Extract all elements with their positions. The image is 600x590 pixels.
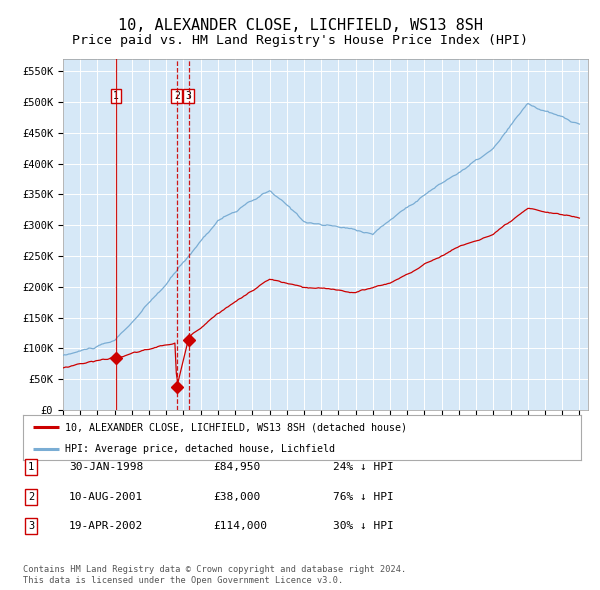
Text: £38,000: £38,000 [213, 492, 260, 502]
Text: 10-AUG-2001: 10-AUG-2001 [69, 492, 143, 502]
Text: 24% ↓ HPI: 24% ↓ HPI [333, 463, 394, 472]
Text: £114,000: £114,000 [213, 522, 267, 531]
Text: 30% ↓ HPI: 30% ↓ HPI [333, 522, 394, 531]
Text: 2: 2 [28, 492, 34, 502]
Text: 19-APR-2002: 19-APR-2002 [69, 522, 143, 531]
Text: 1: 1 [113, 91, 119, 101]
Text: Contains HM Land Registry data © Crown copyright and database right 2024.
This d: Contains HM Land Registry data © Crown c… [23, 565, 406, 585]
Text: 2: 2 [174, 91, 180, 101]
Text: 76% ↓ HPI: 76% ↓ HPI [333, 492, 394, 502]
Text: 3: 3 [186, 91, 191, 101]
Text: £84,950: £84,950 [213, 463, 260, 472]
Text: 3: 3 [28, 522, 34, 531]
Text: 10, ALEXANDER CLOSE, LICHFIELD, WS13 8SH: 10, ALEXANDER CLOSE, LICHFIELD, WS13 8SH [118, 18, 482, 32]
Text: HPI: Average price, detached house, Lichfield: HPI: Average price, detached house, Lich… [65, 444, 335, 454]
Text: 1: 1 [28, 463, 34, 472]
Text: 10, ALEXANDER CLOSE, LICHFIELD, WS13 8SH (detached house): 10, ALEXANDER CLOSE, LICHFIELD, WS13 8SH… [65, 422, 407, 432]
Text: Price paid vs. HM Land Registry's House Price Index (HPI): Price paid vs. HM Land Registry's House … [72, 34, 528, 47]
Text: 30-JAN-1998: 30-JAN-1998 [69, 463, 143, 472]
